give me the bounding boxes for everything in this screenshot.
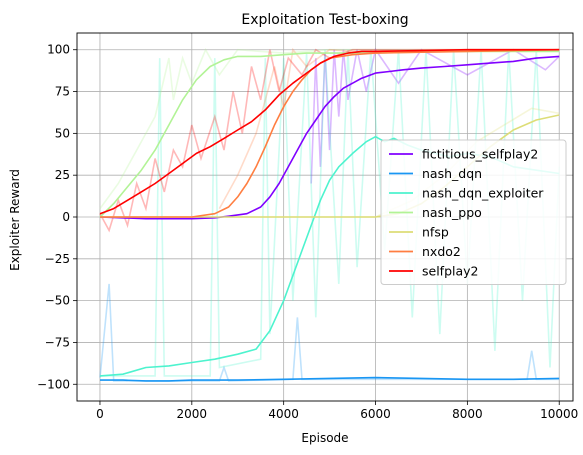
x-tick-label: 4000 bbox=[268, 407, 299, 421]
y-axis-ticks: −100 −75 −50 −25 0 25 50 75 100 bbox=[37, 43, 77, 391]
legend-label: nash_dqn_exploiter bbox=[422, 186, 544, 201]
x-tick-label: 2000 bbox=[177, 407, 208, 421]
series-line-fictitious_selfplay2 bbox=[99, 55, 560, 220]
x-axis-ticks: 0 2000 4000 6000 8000 10000 bbox=[96, 401, 578, 421]
series-line-selfplay2 bbox=[99, 48, 560, 215]
legend: fictitious_selfplay2 nash_dqn nash_dqn_exp… bbox=[380, 139, 567, 285]
x-tick-label: 10000 bbox=[540, 407, 578, 421]
series-line-nxdo2 bbox=[100, 48, 560, 218]
legend-label: nash_ppo bbox=[422, 205, 482, 220]
legend-label: nash_dqn bbox=[422, 166, 482, 181]
raw-line-selfplay2 bbox=[99, 48, 560, 233]
y-tick-label: 100 bbox=[47, 43, 70, 57]
y-tick-label: −100 bbox=[37, 377, 70, 391]
raw-line-fictitious_selfplay2 bbox=[310, 47, 560, 184]
legend-label: nxdo2 bbox=[422, 244, 461, 259]
y-tick-label: −25 bbox=[45, 252, 70, 266]
raw-line-nash_ppo bbox=[99, 47, 560, 210]
y-tick-label: −50 bbox=[45, 294, 70, 308]
legend-label: nfsp bbox=[422, 225, 449, 240]
y-tick-label: 50 bbox=[55, 126, 70, 140]
x-axis-label: Episode bbox=[301, 431, 348, 445]
legend-label: selfplay2 bbox=[422, 264, 479, 279]
raw-traces bbox=[99, 47, 560, 382]
raw-line-nxdo2 bbox=[218, 47, 560, 209]
y-tick-label: 75 bbox=[55, 85, 70, 99]
x-tick-label: 6000 bbox=[360, 407, 391, 421]
legend-box bbox=[380, 139, 567, 285]
y-axis-label: Exploiter Reward bbox=[8, 169, 22, 271]
y-tick-label: −75 bbox=[45, 335, 70, 349]
series-line-nash_dqn bbox=[100, 376, 560, 382]
y-tick-label: 25 bbox=[55, 168, 70, 182]
y-tick-label: 0 bbox=[62, 210, 70, 224]
x-tick-label: 8000 bbox=[452, 407, 483, 421]
x-tick-label: 0 bbox=[96, 407, 104, 421]
legend-label: fictitious_selfplay2 bbox=[422, 147, 538, 162]
chart-title: Exploitation Test-boxing bbox=[241, 12, 408, 28]
